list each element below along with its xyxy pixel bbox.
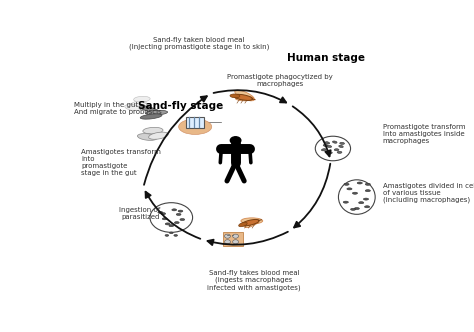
Ellipse shape (347, 188, 352, 190)
Ellipse shape (176, 213, 181, 215)
Ellipse shape (338, 180, 375, 214)
Circle shape (233, 234, 238, 238)
Text: Amastigotes transform
into
promastigote
stage in the gut: Amastigotes transform into promastigote … (82, 149, 161, 176)
Ellipse shape (245, 220, 259, 227)
Ellipse shape (327, 145, 332, 147)
Ellipse shape (352, 192, 357, 194)
Ellipse shape (351, 208, 356, 210)
Ellipse shape (174, 221, 179, 224)
Text: Promastigote phagocytized by
macrophages: Promastigote phagocytized by macrophages (227, 74, 333, 87)
Ellipse shape (359, 202, 364, 204)
Ellipse shape (178, 210, 183, 212)
Ellipse shape (165, 223, 170, 225)
Ellipse shape (146, 110, 168, 115)
Ellipse shape (161, 213, 165, 215)
FancyBboxPatch shape (223, 232, 243, 246)
Ellipse shape (365, 183, 370, 185)
Ellipse shape (149, 132, 168, 139)
Ellipse shape (364, 198, 369, 200)
Ellipse shape (325, 142, 330, 144)
Ellipse shape (241, 218, 263, 224)
Ellipse shape (143, 127, 163, 134)
Ellipse shape (179, 119, 212, 134)
Text: Amastigotes divided in cells
of various tissue
(including macrophages): Amastigotes divided in cells of various … (383, 183, 474, 204)
Ellipse shape (180, 218, 185, 220)
Ellipse shape (337, 151, 342, 153)
Circle shape (225, 234, 230, 238)
Ellipse shape (365, 190, 370, 192)
Ellipse shape (340, 142, 345, 144)
Ellipse shape (130, 101, 146, 107)
Ellipse shape (139, 106, 159, 113)
Text: Ingestion of
parasitized: Ingestion of parasitized (119, 207, 161, 220)
Ellipse shape (134, 96, 150, 102)
Ellipse shape (169, 225, 173, 227)
Text: Sand-fly stage: Sand-fly stage (138, 101, 223, 111)
Ellipse shape (338, 145, 343, 147)
Ellipse shape (323, 144, 328, 146)
Ellipse shape (233, 94, 253, 100)
Circle shape (230, 137, 241, 144)
Ellipse shape (344, 183, 349, 185)
Ellipse shape (125, 105, 141, 111)
Text: Sand-fly taken blood meal
(Injecting promastigote stage in to skin): Sand-fly taken blood meal (Injecting pro… (128, 37, 269, 50)
Ellipse shape (321, 149, 326, 151)
Ellipse shape (162, 218, 167, 220)
Circle shape (233, 240, 238, 244)
Ellipse shape (174, 234, 178, 236)
Ellipse shape (365, 206, 370, 208)
Circle shape (225, 240, 230, 244)
Ellipse shape (328, 152, 332, 154)
Text: Promastigote transform
Into amastigotes inside
macrophages: Promastigote transform Into amastigotes … (383, 124, 465, 144)
Text: Human stage: Human stage (287, 52, 365, 63)
Ellipse shape (235, 90, 255, 101)
Ellipse shape (137, 133, 157, 140)
Ellipse shape (230, 94, 240, 98)
Ellipse shape (239, 222, 247, 227)
Ellipse shape (236, 96, 254, 101)
Circle shape (315, 136, 351, 161)
Ellipse shape (332, 141, 337, 143)
Circle shape (150, 203, 192, 232)
Ellipse shape (343, 201, 348, 203)
Text: Multiply in the gut
And migrate to proboscis: Multiply in the gut And migrate to probo… (74, 102, 162, 115)
Ellipse shape (165, 234, 169, 236)
Ellipse shape (357, 182, 362, 184)
Ellipse shape (172, 209, 177, 211)
Ellipse shape (241, 219, 259, 226)
Ellipse shape (140, 114, 162, 119)
Ellipse shape (158, 211, 163, 213)
Text: Sand-fly takes blood meal
(ingests macrophages
infected with amastigotes): Sand-fly takes blood meal (ingests macro… (207, 270, 301, 290)
Ellipse shape (334, 149, 339, 151)
Ellipse shape (170, 232, 173, 234)
FancyBboxPatch shape (186, 117, 204, 128)
Ellipse shape (354, 208, 359, 209)
